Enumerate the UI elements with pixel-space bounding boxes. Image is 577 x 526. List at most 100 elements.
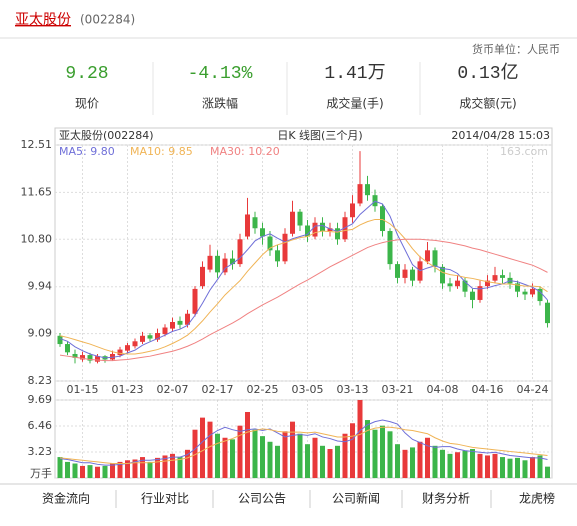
candle-body	[327, 228, 333, 232]
volume-bar	[65, 461, 70, 478]
quote-label: 成交额(元)	[459, 96, 516, 111]
volume-bar	[260, 436, 265, 478]
candle-body	[462, 280, 468, 292]
ma-legend: MA5: 9.80	[59, 145, 115, 158]
watermark: 163.com	[500, 145, 548, 158]
volume-bar	[177, 457, 183, 478]
candle-body	[312, 222, 318, 237]
y-tick-label: 9.09	[28, 327, 53, 340]
candle-body	[125, 345, 130, 351]
volume-bar	[57, 457, 63, 478]
candle-body	[132, 341, 138, 347]
nav-link[interactable]: 公司新闻	[332, 491, 380, 506]
candle-body	[350, 203, 355, 218]
nav-link[interactable]: 行业对比	[141, 492, 189, 506]
volume-bar	[387, 431, 393, 478]
x-tick-label: 01-15	[67, 383, 99, 396]
x-tick-label: 03-21	[382, 383, 414, 396]
volume-bar	[110, 463, 115, 478]
stock-name[interactable]: 亚太股份	[15, 12, 71, 28]
nav-link[interactable]: 龙虎榜	[519, 491, 555, 506]
quote-value: 0.13亿	[457, 62, 518, 84]
volume-bar	[245, 411, 250, 478]
nav-link[interactable]: 资金流向	[42, 491, 90, 506]
volume-bar	[500, 457, 505, 478]
x-tick-label: 04-16	[472, 383, 504, 396]
nav-link[interactable]: 公司公告	[238, 492, 286, 506]
nav-link[interactable]: 财务分析	[422, 491, 470, 506]
volume-bar	[537, 455, 543, 478]
volume-bar	[230, 439, 235, 478]
candle-body	[170, 322, 175, 329]
y-tick-label: 6.46	[28, 419, 53, 432]
volume-bar	[72, 463, 78, 478]
candle-body	[110, 353, 115, 360]
volume-bar	[410, 447, 415, 478]
volume-bar	[252, 429, 258, 478]
candle-body	[230, 258, 235, 265]
volume-bar	[215, 433, 220, 478]
ma-line	[59, 218, 548, 355]
candle-body	[402, 269, 408, 278]
candle-body	[140, 335, 145, 342]
candle-body	[500, 275, 505, 278]
volume-bar	[432, 445, 438, 478]
y-tick-label: 8.23	[28, 374, 53, 387]
volume-bar	[237, 425, 243, 478]
candle-body	[522, 291, 528, 295]
quote-value: 9.28	[65, 64, 108, 84]
candle-body	[485, 280, 490, 287]
candle-body	[380, 206, 385, 232]
volume-bar	[87, 465, 93, 478]
candle-body	[537, 288, 543, 302]
x-tick-label: 01-23	[112, 383, 144, 396]
candle-body	[515, 283, 520, 292]
x-tick-label: 02-25	[247, 383, 279, 396]
volume-bar	[140, 457, 145, 478]
volume-ma-line	[59, 426, 548, 465]
volume-bar	[350, 423, 355, 478]
candle-body	[207, 255, 213, 270]
stock-code: (002284)	[80, 13, 135, 27]
chart-time: 2014/04/28 15:03	[451, 129, 550, 142]
volume-bar	[395, 444, 400, 478]
y-tick-label: 12.51	[21, 138, 53, 151]
candle-body	[80, 355, 85, 360]
x-tick-label: 03-13	[337, 383, 369, 396]
volume-bar	[492, 453, 498, 478]
ma-line	[59, 238, 548, 362]
volume-bar	[507, 458, 513, 478]
candle-body	[95, 356, 100, 362]
candle-body	[65, 344, 70, 353]
candle-body	[357, 184, 363, 204]
candle-body	[162, 327, 168, 335]
volume-bar	[155, 457, 160, 478]
candle-body	[492, 275, 498, 281]
candle-body	[365, 184, 370, 196]
y-tick-label: 9.94	[28, 280, 53, 293]
ma-line	[59, 200, 548, 359]
candle-body	[320, 222, 325, 232]
candle-body	[245, 214, 250, 237]
quote-label: 涨跌幅	[202, 96, 238, 111]
volume-bar	[515, 457, 520, 478]
volume-bar	[380, 425, 385, 478]
candle-body	[290, 211, 295, 234]
chart-stock: 亚太股份(002284)	[59, 129, 154, 142]
candle-body	[177, 320, 183, 325]
candle-body	[282, 233, 288, 262]
candle-body	[432, 250, 438, 267]
quote-label: 成交量(手)	[326, 96, 383, 111]
volume-bar	[117, 461, 123, 478]
volume-bar	[125, 460, 130, 478]
y-tick-label: 9.69	[28, 393, 53, 406]
ma-legend: MA10: 9.85	[130, 145, 193, 158]
candle-body	[57, 335, 63, 345]
volume-bar	[327, 449, 333, 478]
candle-body	[87, 355, 93, 361]
volume-bar	[470, 449, 475, 478]
volume-bar	[462, 450, 468, 478]
x-tick-label: 04-08	[427, 383, 459, 396]
volume-bar	[297, 433, 303, 478]
candle-body	[147, 335, 153, 339]
